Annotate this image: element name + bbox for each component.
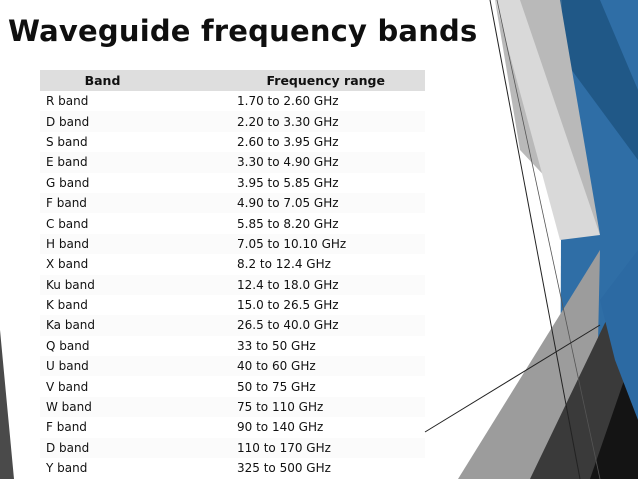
table-row: D band 110 to 170 GHz [40,437,425,459]
table-row: G band 3.95 to 5.85 GHz [40,173,425,193]
frequency-range: 8.2 to 12.4 GHz [237,257,331,272]
frequency-range: 33 to 50 GHz [237,338,316,353]
frequency-range: 3.95 to 5.85 GHz [237,175,339,190]
frequency-range: 2.60 to 3.95 GHz [237,134,339,149]
band-name: X band [46,257,89,272]
table-row: E band 3.30 to 4.90 GHz [40,152,425,173]
band-name: Y band [46,461,88,476]
band-name: G band [46,175,90,190]
band-name: V band [46,379,89,394]
band-name: C band [46,216,89,231]
table-row: H band 7.05 to 10.10 GHz [40,233,425,255]
white-sliver [495,0,600,240]
band-name: S band [46,134,88,149]
band-name: Ku band [40,274,235,295]
table-row: R band 1.70 to 2.60 GHz [40,91,425,111]
table-row: K band 15.0 to 26.5 GHz [40,295,425,315]
page-title: Waveguide frequency bands [8,14,478,48]
table-row: U band 40 to 60 GHz [40,356,425,377]
table-row: Ku band 12.4 to 18.0 GHz [40,274,425,295]
band-name: F band [46,420,87,435]
table-row: Q band 33 to 50 GHz [40,336,425,356]
band-name: H band [40,233,235,255]
table-row: D band 2.20 to 3.30 GHz [40,111,425,132]
table-row: W band 75 to 110 GHz [40,396,425,418]
frequency-range: 26.5 to 40.0 GHz [235,315,425,336]
band-name: W band [40,396,235,418]
frequency-range: 75 to 110 GHz [235,396,425,418]
thin-line-c [424,324,601,433]
thin-line-a [489,0,581,479]
column-header-band: Band [40,70,235,91]
band-name: K band [46,298,88,313]
frequency-range: 1.70 to 2.60 GHz [237,94,339,109]
table-row: F band 90 to 140 GHz [40,417,425,437]
frequency-range: 4.90 to 7.05 GHz [235,192,425,214]
column-header-range: Frequency range [235,70,425,91]
frequency-range: 90 to 140 GHz [237,420,324,435]
table-row: F band 4.90 to 7.05 GHz [40,192,425,214]
band-name: D band [40,111,235,132]
table-row: C band 5.85 to 8.20 GHz [40,213,425,233]
frequency-range: 15.0 to 26.5 GHz [237,298,339,313]
frequency-range: 12.4 to 18.0 GHz [235,274,425,295]
frequency-range: 40 to 60 GHz [235,356,425,377]
thin-line-b [496,0,601,479]
table-header-row: Band Frequency range [40,70,425,91]
band-name: Ka band [40,315,235,336]
blue-accent-lower [600,250,638,420]
band-name: R band [46,94,89,109]
frequency-bands-table: Band Frequency range R band 1.70 to 2.60… [40,70,425,478]
band-name: F band [40,192,235,214]
table-row: Y band 325 to 500 GHz [40,458,425,478]
frequency-range: 5.85 to 8.20 GHz [237,216,339,231]
frequency-range: 325 to 500 GHz [237,461,331,476]
band-name: U band [40,356,235,377]
table-row: S band 2.60 to 3.95 GHz [40,132,425,152]
frequency-range: 2.20 to 3.30 GHz [235,111,425,132]
table-row: X band 8.2 to 12.4 GHz [40,254,425,274]
frequency-range: 3.30 to 4.90 GHz [235,152,425,173]
band-name: Q band [46,338,90,353]
left-edge-strip [0,330,14,479]
band-name: D band [40,437,235,459]
frequency-range: 110 to 170 GHz [235,437,425,459]
table-row: Ka band 26.5 to 40.0 GHz [40,315,425,336]
table-row: V band 50 to 75 GHz [40,376,425,396]
band-name: E band [40,152,235,173]
frequency-range: 50 to 75 GHz [237,379,316,394]
frequency-range: 7.05 to 10.10 GHz [235,233,425,255]
